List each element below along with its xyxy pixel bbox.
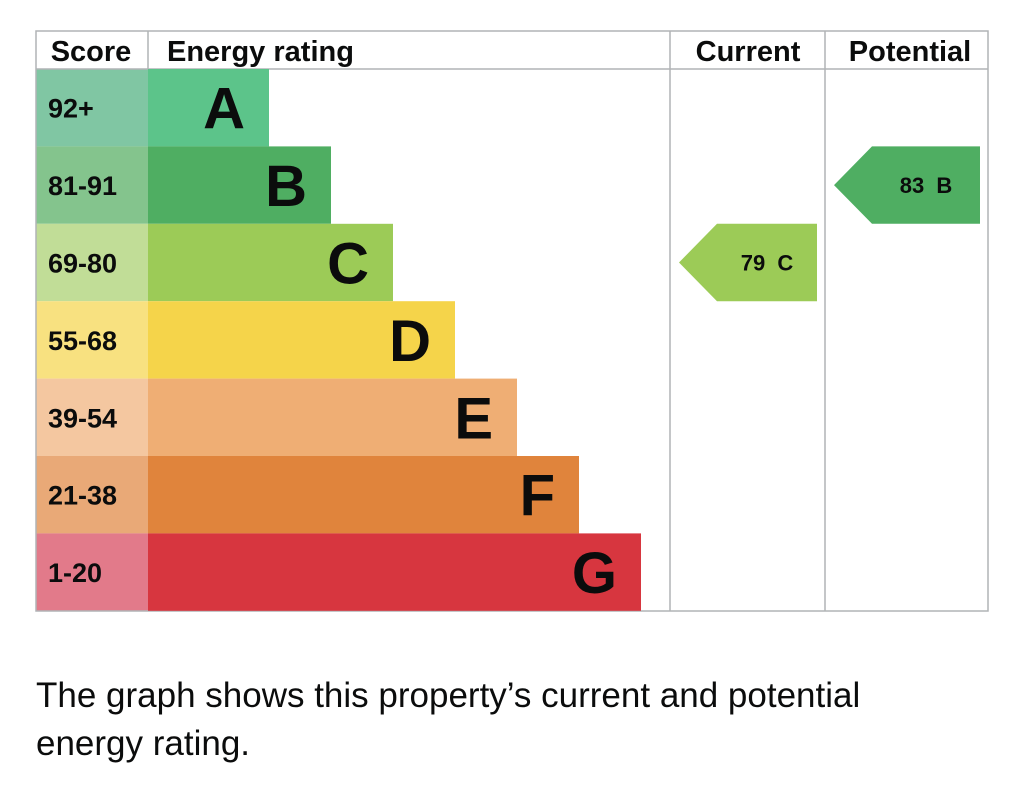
score-cell-a <box>36 69 148 147</box>
score-range-c: 69-80 <box>48 249 117 279</box>
potential-column-header: Potential <box>849 36 971 68</box>
score-cell-e <box>36 378 148 456</box>
score-range-a: 92+ <box>48 94 94 124</box>
score-range-b: 81-91 <box>48 171 117 201</box>
current-rating-label: 79 C <box>741 251 794 276</box>
score-range-g: 1-20 <box>48 558 102 588</box>
potential-rating-arrow <box>834 146 980 224</box>
score-range-f: 21-38 <box>48 481 117 511</box>
score-cell-g <box>36 533 148 611</box>
rating-bar-b <box>148 146 331 224</box>
score-cell-d <box>36 301 148 379</box>
score-column-header: Score <box>51 36 132 68</box>
rating-bar-e <box>148 378 517 456</box>
rating-bar-d <box>148 301 455 379</box>
energy-rating-column-header: Energy rating <box>167 36 354 68</box>
rating-letter-e: E <box>454 386 493 451</box>
rating-letter-b: B <box>265 154 307 219</box>
rating-bar-c <box>148 223 393 302</box>
chart-caption: The graph shows this property’s current … <box>36 676 861 763</box>
rating-letter-g: G <box>572 541 617 606</box>
rating-letter-a: A <box>203 77 245 142</box>
potential-rating-label: 83 B <box>900 173 953 198</box>
rating-letter-f: F <box>520 464 555 529</box>
score-range-d: 55-68 <box>48 326 117 356</box>
score-cell-f <box>36 456 148 534</box>
rating-letter-d: D <box>389 309 431 374</box>
current-rating-arrow <box>679 223 817 302</box>
score-cell-b <box>36 146 148 224</box>
rating-bar-f <box>148 456 579 534</box>
score-cell-c <box>36 223 148 302</box>
rating-bar-g <box>148 533 641 611</box>
current-column-header: Current <box>696 36 801 68</box>
rating-letter-c: C <box>327 232 369 297</box>
rating-bar-a <box>148 69 269 147</box>
score-range-e: 39-54 <box>48 403 117 433</box>
energy-rating-chart: Score Energy rating Current Potential 92… <box>35 30 989 612</box>
